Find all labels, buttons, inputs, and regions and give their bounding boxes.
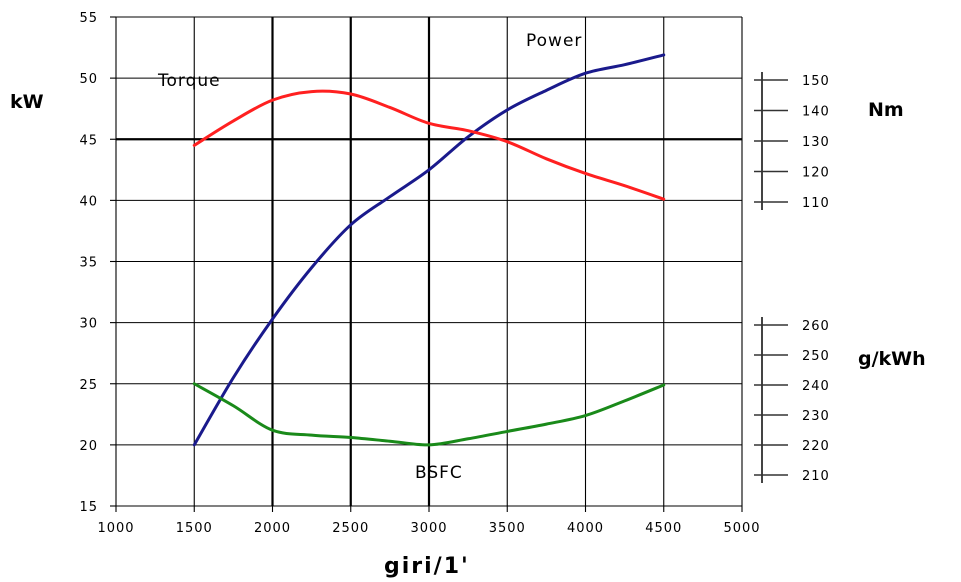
torque-tick-label: 120 bbox=[802, 166, 830, 181]
x-tick-label: 3500 bbox=[489, 521, 526, 536]
bsfc-annotation: BSFC bbox=[415, 463, 463, 483]
bsfc-tick-label: 210 bbox=[802, 469, 830, 484]
plot-grid bbox=[110, 16, 743, 512]
x-tick-label: 2500 bbox=[332, 521, 369, 536]
series-line-power bbox=[192, 53, 666, 447]
left-y-axis: 55 50 45 40 35 30 25 20 15 bbox=[79, 11, 98, 515]
torque-axis: 150 140 130 120 110 bbox=[754, 72, 830, 211]
y-tick-label: 35 bbox=[79, 256, 98, 271]
bsfc-tick-label: 250 bbox=[802, 349, 830, 364]
y-tick-label: 20 bbox=[79, 439, 98, 454]
series-lines bbox=[192, 53, 666, 447]
torque-axis-label: Nm bbox=[868, 99, 904, 121]
x-tick-label: 1500 bbox=[176, 521, 213, 536]
torque-tick-label: 150 bbox=[802, 74, 830, 89]
left-y-axis-label: kW bbox=[10, 91, 44, 113]
bsfc-tick-label: 240 bbox=[802, 379, 830, 394]
series-line-torque bbox=[192, 89, 666, 201]
y-tick-label: 15 bbox=[79, 500, 98, 515]
x-axis: 1000 1500 2000 2500 3000 3500 4000 4500 5000 bbox=[97, 521, 760, 536]
bsfc-tick-label: 220 bbox=[802, 439, 830, 454]
y-tick-label: 30 bbox=[79, 317, 98, 332]
bsfc-axis-label: g/kWh bbox=[858, 348, 926, 370]
torque-tick-label: 110 bbox=[802, 196, 830, 211]
torque-annotation: Torque bbox=[157, 71, 221, 91]
x-tick-label: 4500 bbox=[645, 521, 682, 536]
torque-tick-label: 140 bbox=[802, 105, 830, 120]
y-tick-label: 25 bbox=[79, 378, 98, 393]
y-tick-label: 50 bbox=[79, 72, 98, 87]
y-tick-label: 55 bbox=[79, 11, 98, 26]
bsfc-axis: 260 250 240 230 220 210 bbox=[754, 317, 830, 484]
torque-tick-label: 130 bbox=[802, 135, 830, 150]
x-axis-label: giri/1' bbox=[384, 554, 470, 579]
bsfc-tick-label: 260 bbox=[802, 319, 830, 334]
x-tick-label: 3000 bbox=[410, 521, 447, 536]
series-line-bsfc bbox=[192, 382, 666, 447]
bsfc-tick-label: 230 bbox=[802, 409, 830, 424]
y-tick-label: 40 bbox=[79, 194, 98, 209]
x-tick-label: 2000 bbox=[254, 521, 291, 536]
x-tick-label: 4000 bbox=[567, 521, 604, 536]
power-annotation: Power bbox=[526, 31, 582, 51]
y-tick-label: 45 bbox=[79, 133, 98, 148]
x-tick-label: 5000 bbox=[723, 521, 760, 536]
x-tick-label: 1000 bbox=[97, 521, 134, 536]
